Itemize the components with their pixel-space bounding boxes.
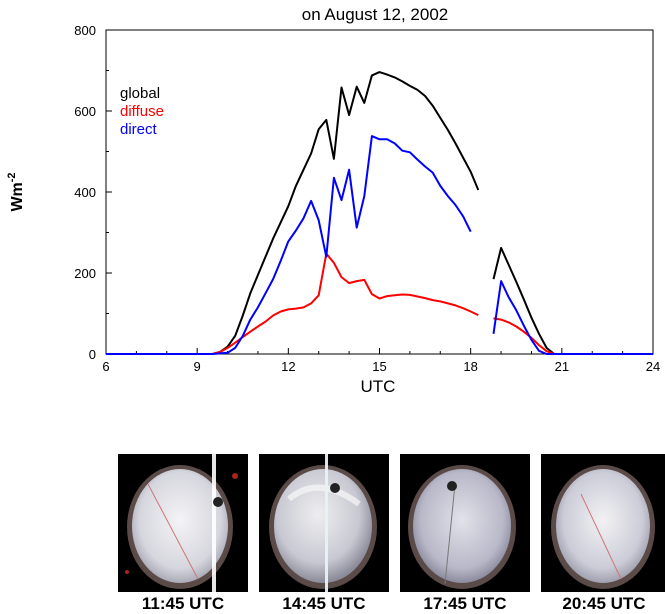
sky-photo (541, 454, 665, 592)
y-axis-label-text: Wm (9, 182, 26, 211)
x-tick-label: 24 (646, 359, 660, 374)
svg-text:Wm-2: Wm-2 (6, 172, 26, 211)
chart-title: on August 12, 2002 (302, 5, 449, 24)
y-axis-label: Wm-2 (6, 172, 26, 211)
x-tick-label: 21 (555, 359, 569, 374)
sky-photo-strip: 11:45 UTC 14:45 UTC 17:45 UTC 20:45 UTC (118, 454, 665, 613)
y-tick-label: 200 (74, 266, 96, 281)
x-tick-label: 18 (463, 359, 477, 374)
plot-frame (105, 29, 654, 355)
photo-caption: 20:45 UTC (562, 594, 646, 613)
series-line-diffuse (493, 317, 653, 355)
series-line-direct (492, 280, 653, 355)
sky-photo (259, 454, 389, 592)
photo-caption: 14:45 UTC (282, 594, 366, 613)
legend-entry-direct: direct (120, 121, 158, 138)
x-tick-label: 9 (194, 359, 201, 374)
y-tick-label: 800 (74, 23, 96, 38)
x-tick-label: 15 (372, 359, 386, 374)
photo-caption: 11:45 UTC (141, 594, 225, 613)
legend-entry-global: global (120, 85, 160, 102)
series-line-global (106, 71, 480, 355)
y-tick-label: 600 (74, 104, 96, 119)
x-tick-label: 12 (281, 359, 295, 374)
series-line-global (492, 246, 653, 355)
sky-photo (118, 454, 248, 592)
sky-photo (400, 454, 530, 592)
y-tick-label: 400 (74, 185, 96, 200)
y-axis-label-sup: -2 (6, 172, 18, 182)
series-line-diffuse (106, 252, 479, 355)
x-axis-label: UTC (361, 377, 396, 396)
photo-caption: 17:45 UTC (423, 594, 507, 613)
legend-entry-diffuse: diffuse (120, 103, 164, 120)
x-tick-label: 6 (102, 359, 109, 374)
line-chart: on August 12, 2002 6 9 12 15 18 21 24 0 200 400 60… (6, 5, 660, 396)
series-line-direct (106, 135, 472, 355)
y-tick-label: 0 (89, 347, 96, 362)
